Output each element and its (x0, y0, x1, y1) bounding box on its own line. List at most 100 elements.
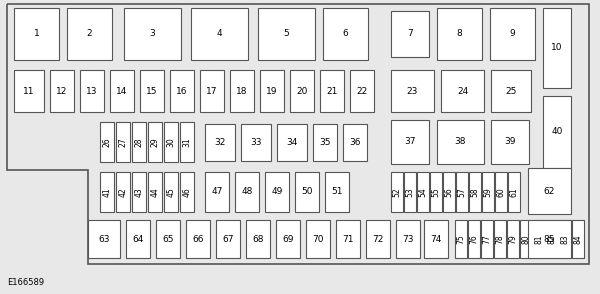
Text: 12: 12 (56, 86, 68, 96)
Bar (164, 122, 178, 162)
Bar (520, 220, 532, 258)
Bar (205, 124, 235, 161)
Text: 47: 47 (211, 188, 223, 196)
Bar (391, 70, 434, 112)
Text: 84: 84 (574, 234, 583, 244)
Text: 57: 57 (458, 187, 467, 197)
Text: 68: 68 (252, 235, 264, 243)
Bar (543, 8, 571, 88)
Text: 59: 59 (484, 187, 493, 197)
Text: 16: 16 (176, 86, 188, 96)
Bar (441, 70, 484, 112)
Bar (336, 220, 360, 258)
Text: 75: 75 (457, 234, 466, 244)
Text: 11: 11 (23, 86, 35, 96)
Bar (88, 220, 120, 258)
Text: 20: 20 (296, 86, 308, 96)
Bar (100, 172, 114, 212)
Bar (186, 220, 210, 258)
Bar (325, 172, 349, 212)
Text: 72: 72 (373, 235, 383, 243)
Text: 62: 62 (544, 186, 555, 196)
Bar (323, 8, 368, 60)
Text: 51: 51 (331, 188, 343, 196)
Text: 41: 41 (103, 187, 112, 197)
Bar (391, 11, 429, 57)
Text: 81: 81 (535, 234, 544, 244)
PathPatch shape (7, 4, 589, 264)
Text: 2: 2 (86, 29, 92, 39)
Bar (424, 220, 448, 258)
Text: 14: 14 (116, 86, 128, 96)
Text: 48: 48 (241, 188, 253, 196)
Bar (482, 172, 494, 212)
Bar (110, 70, 134, 112)
Bar (350, 70, 374, 112)
Bar (391, 120, 429, 164)
Bar (290, 70, 314, 112)
Bar (443, 172, 455, 212)
Text: 71: 71 (342, 235, 354, 243)
Text: 25: 25 (505, 86, 517, 96)
Text: 10: 10 (551, 44, 563, 53)
Bar (490, 8, 535, 60)
Bar (456, 172, 468, 212)
Text: 24: 24 (457, 86, 468, 96)
Text: 26: 26 (103, 137, 112, 147)
Text: 27: 27 (119, 137, 128, 147)
Text: 17: 17 (206, 86, 218, 96)
Bar (50, 70, 74, 112)
Bar (528, 168, 571, 214)
Bar (507, 220, 519, 258)
Bar (260, 70, 284, 112)
Text: 38: 38 (455, 138, 466, 146)
Bar (320, 70, 344, 112)
Bar (533, 220, 545, 258)
Text: 61: 61 (509, 187, 518, 197)
Bar (306, 220, 330, 258)
Bar (180, 122, 194, 162)
Bar (396, 220, 420, 258)
Bar (116, 172, 130, 212)
Text: 6: 6 (343, 29, 349, 39)
Text: 45: 45 (167, 187, 176, 197)
Text: 19: 19 (266, 86, 278, 96)
Bar (126, 220, 150, 258)
Text: 39: 39 (504, 138, 516, 146)
Text: 5: 5 (284, 29, 289, 39)
Bar (437, 8, 482, 60)
Text: 4: 4 (217, 29, 223, 39)
Bar (495, 172, 507, 212)
Bar (116, 122, 130, 162)
Bar (140, 70, 164, 112)
Bar (491, 70, 531, 112)
Bar (491, 120, 529, 164)
Text: 23: 23 (407, 86, 418, 96)
Bar (508, 172, 520, 212)
Bar (559, 220, 571, 258)
Text: 7: 7 (407, 29, 413, 39)
Bar (437, 120, 484, 164)
Bar (494, 220, 506, 258)
Text: 8: 8 (457, 29, 463, 39)
Text: 40: 40 (551, 128, 563, 136)
Bar (205, 172, 229, 212)
Text: 52: 52 (392, 187, 401, 197)
Bar (528, 220, 571, 258)
Bar (295, 172, 319, 212)
Bar (455, 220, 467, 258)
Text: 31: 31 (182, 137, 191, 147)
Text: 58: 58 (470, 187, 479, 197)
Text: 60: 60 (497, 187, 505, 197)
Text: 55: 55 (431, 187, 440, 197)
Bar (265, 172, 289, 212)
Bar (277, 124, 307, 161)
Bar (469, 172, 481, 212)
Bar (546, 220, 558, 258)
Text: 54: 54 (419, 187, 427, 197)
Bar (148, 122, 162, 162)
Text: 56: 56 (445, 187, 454, 197)
Text: 64: 64 (133, 235, 143, 243)
Bar (191, 8, 248, 60)
Text: 37: 37 (404, 138, 416, 146)
